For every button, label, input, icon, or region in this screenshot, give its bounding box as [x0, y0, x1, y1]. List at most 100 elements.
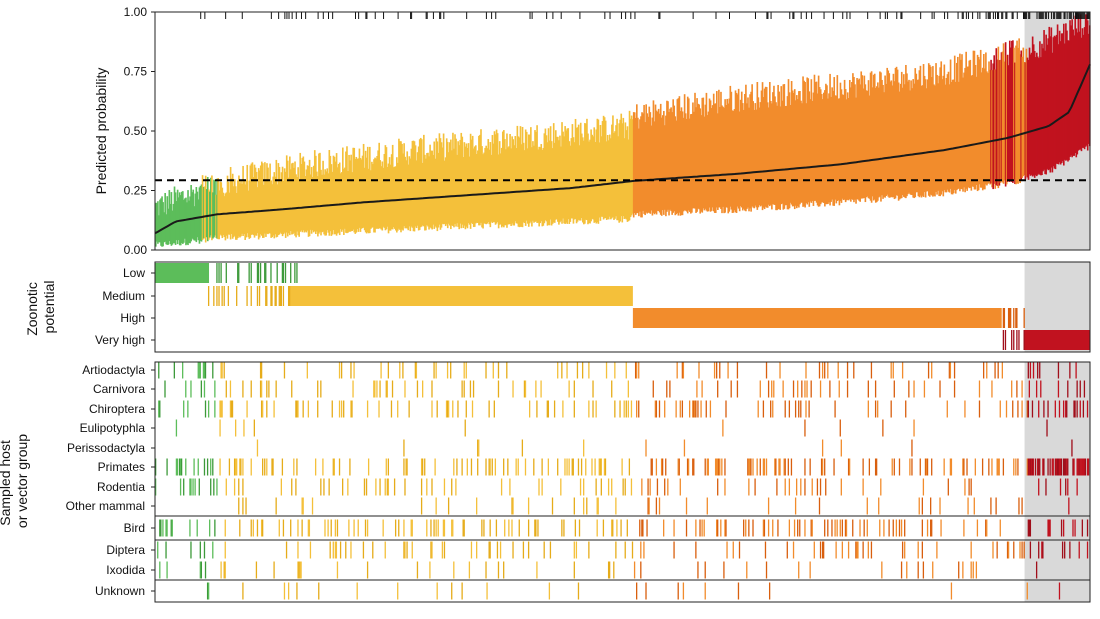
- host-record-tick: [881, 561, 883, 579]
- probability-interval-bar: [946, 74, 949, 190]
- host-record-tick: [1042, 458, 1044, 476]
- host-record-tick: [455, 478, 457, 496]
- host-record-tick: [353, 519, 355, 537]
- host-record-tick: [414, 361, 417, 379]
- probability-interval-bar: [340, 172, 343, 232]
- host-record-tick: [262, 458, 264, 476]
- host-record-tick: [921, 541, 923, 559]
- host-record-tick: [824, 519, 826, 537]
- host-record-tick: [1018, 497, 1020, 515]
- host-record-tick: [586, 497, 588, 515]
- host-record-tick: [949, 458, 952, 476]
- probability-interval-bar: [971, 75, 974, 187]
- probability-interval-bar: [844, 89, 847, 203]
- host-record-tick: [718, 458, 720, 476]
- host-record-tick: [1079, 380, 1081, 398]
- host-record-tick: [314, 458, 317, 476]
- host-record-tick: [173, 361, 175, 379]
- probability-interval-bar: [553, 142, 556, 223]
- probability-interval-bar: [690, 114, 692, 214]
- probability-interval-bar: [450, 139, 452, 230]
- host-record-tick: [967, 497, 969, 515]
- host-record-tick: [816, 478, 819, 496]
- host-record-tick: [701, 380, 703, 398]
- host-record-tick: [1068, 497, 1070, 515]
- host-record-tick: [797, 380, 799, 398]
- host-record-tick: [406, 458, 408, 476]
- zoonotic-tick: [1013, 308, 1015, 328]
- host-record-tick: [287, 582, 290, 600]
- probability-interval-bar: [705, 92, 708, 211]
- host-record-tick: [950, 458, 953, 476]
- probability-interval-bar: [620, 113, 623, 217]
- host-record-tick: [260, 380, 263, 398]
- host-record-tick: [973, 497, 975, 515]
- probability-interval-bar: [449, 142, 451, 226]
- probability-interval-bar: [510, 148, 512, 226]
- host-record-tick: [373, 380, 375, 398]
- zoonotic-tick: [1002, 308, 1005, 328]
- host-record-tick: [158, 400, 160, 418]
- host-record-tick: [681, 400, 684, 418]
- host-record-tick: [415, 361, 418, 379]
- probability-interval-bar: [889, 81, 892, 198]
- probability-interval-bar: [813, 74, 816, 201]
- host-record-tick: [890, 400, 892, 418]
- probability-interval-bar: [840, 89, 843, 203]
- probability-interval-bar: [187, 190, 189, 246]
- host-record-tick: [1067, 380, 1069, 398]
- probability-interval-bar: [1013, 47, 1015, 180]
- probability-interval-bar: [311, 176, 314, 231]
- probability-interval-bar: [185, 197, 187, 246]
- host-record-tick: [1015, 458, 1017, 476]
- zoonotic-tick: [221, 286, 223, 306]
- probability-interval-bar: [1061, 33, 1064, 162]
- host-record-tick: [405, 458, 407, 476]
- probability-interval-bar: [1064, 43, 1066, 160]
- host-record-tick: [927, 361, 930, 379]
- probability-interval-bar: [576, 127, 579, 222]
- probability-interval-bar: [764, 86, 767, 207]
- host-record-tick: [792, 380, 795, 398]
- host-record-tick: [818, 497, 821, 515]
- zoonotic-tick: [1023, 308, 1025, 328]
- probability-interval-bar: [628, 110, 631, 221]
- host-record-tick: [1038, 400, 1040, 418]
- probability-interval-bar: [1074, 15, 1077, 153]
- probability-interval-bar: [816, 93, 819, 206]
- probability-interval-bar: [800, 100, 802, 203]
- host-record-tick: [748, 478, 750, 496]
- probability-interval-bar: [432, 154, 435, 225]
- host-record-tick: [732, 541, 734, 559]
- zoonotic-tick: [278, 286, 280, 306]
- host-record-tick: [804, 419, 806, 437]
- probability-interval-bar: [465, 143, 468, 227]
- host-record-tick: [253, 419, 255, 437]
- host-record-tick: [615, 497, 617, 515]
- host-record-tick: [431, 478, 433, 496]
- probability-interval-bar: [1018, 38, 1020, 180]
- host-record-tick: [445, 400, 448, 418]
- host-record-tick: [768, 582, 771, 600]
- host-record-tick: [573, 380, 575, 398]
- probability-interval-bar: [893, 81, 896, 200]
- probability-interval-bar: [299, 152, 302, 232]
- host-record-tick: [607, 561, 610, 579]
- host-record-tick: [762, 519, 765, 537]
- probability-interval-bar: [654, 104, 657, 213]
- probability-interval-bar: [699, 108, 702, 214]
- probability-interval-bar: [990, 59, 992, 184]
- host-record-tick: [500, 478, 503, 496]
- probability-interval-bar: [403, 143, 405, 227]
- probability-interval-bar: [965, 51, 967, 189]
- probability-interval-bar: [330, 164, 333, 236]
- host-record-tick: [511, 497, 513, 515]
- probability-interval-bar: [412, 140, 415, 232]
- probability-interval-bar: [873, 73, 876, 200]
- probability-interval-bar: [867, 80, 870, 199]
- probability-interval-bar: [649, 112, 652, 214]
- host-record-tick: [219, 400, 221, 418]
- host-record-tick: [630, 400, 633, 418]
- host-record-tick: [608, 561, 611, 579]
- host-record-tick: [165, 541, 167, 559]
